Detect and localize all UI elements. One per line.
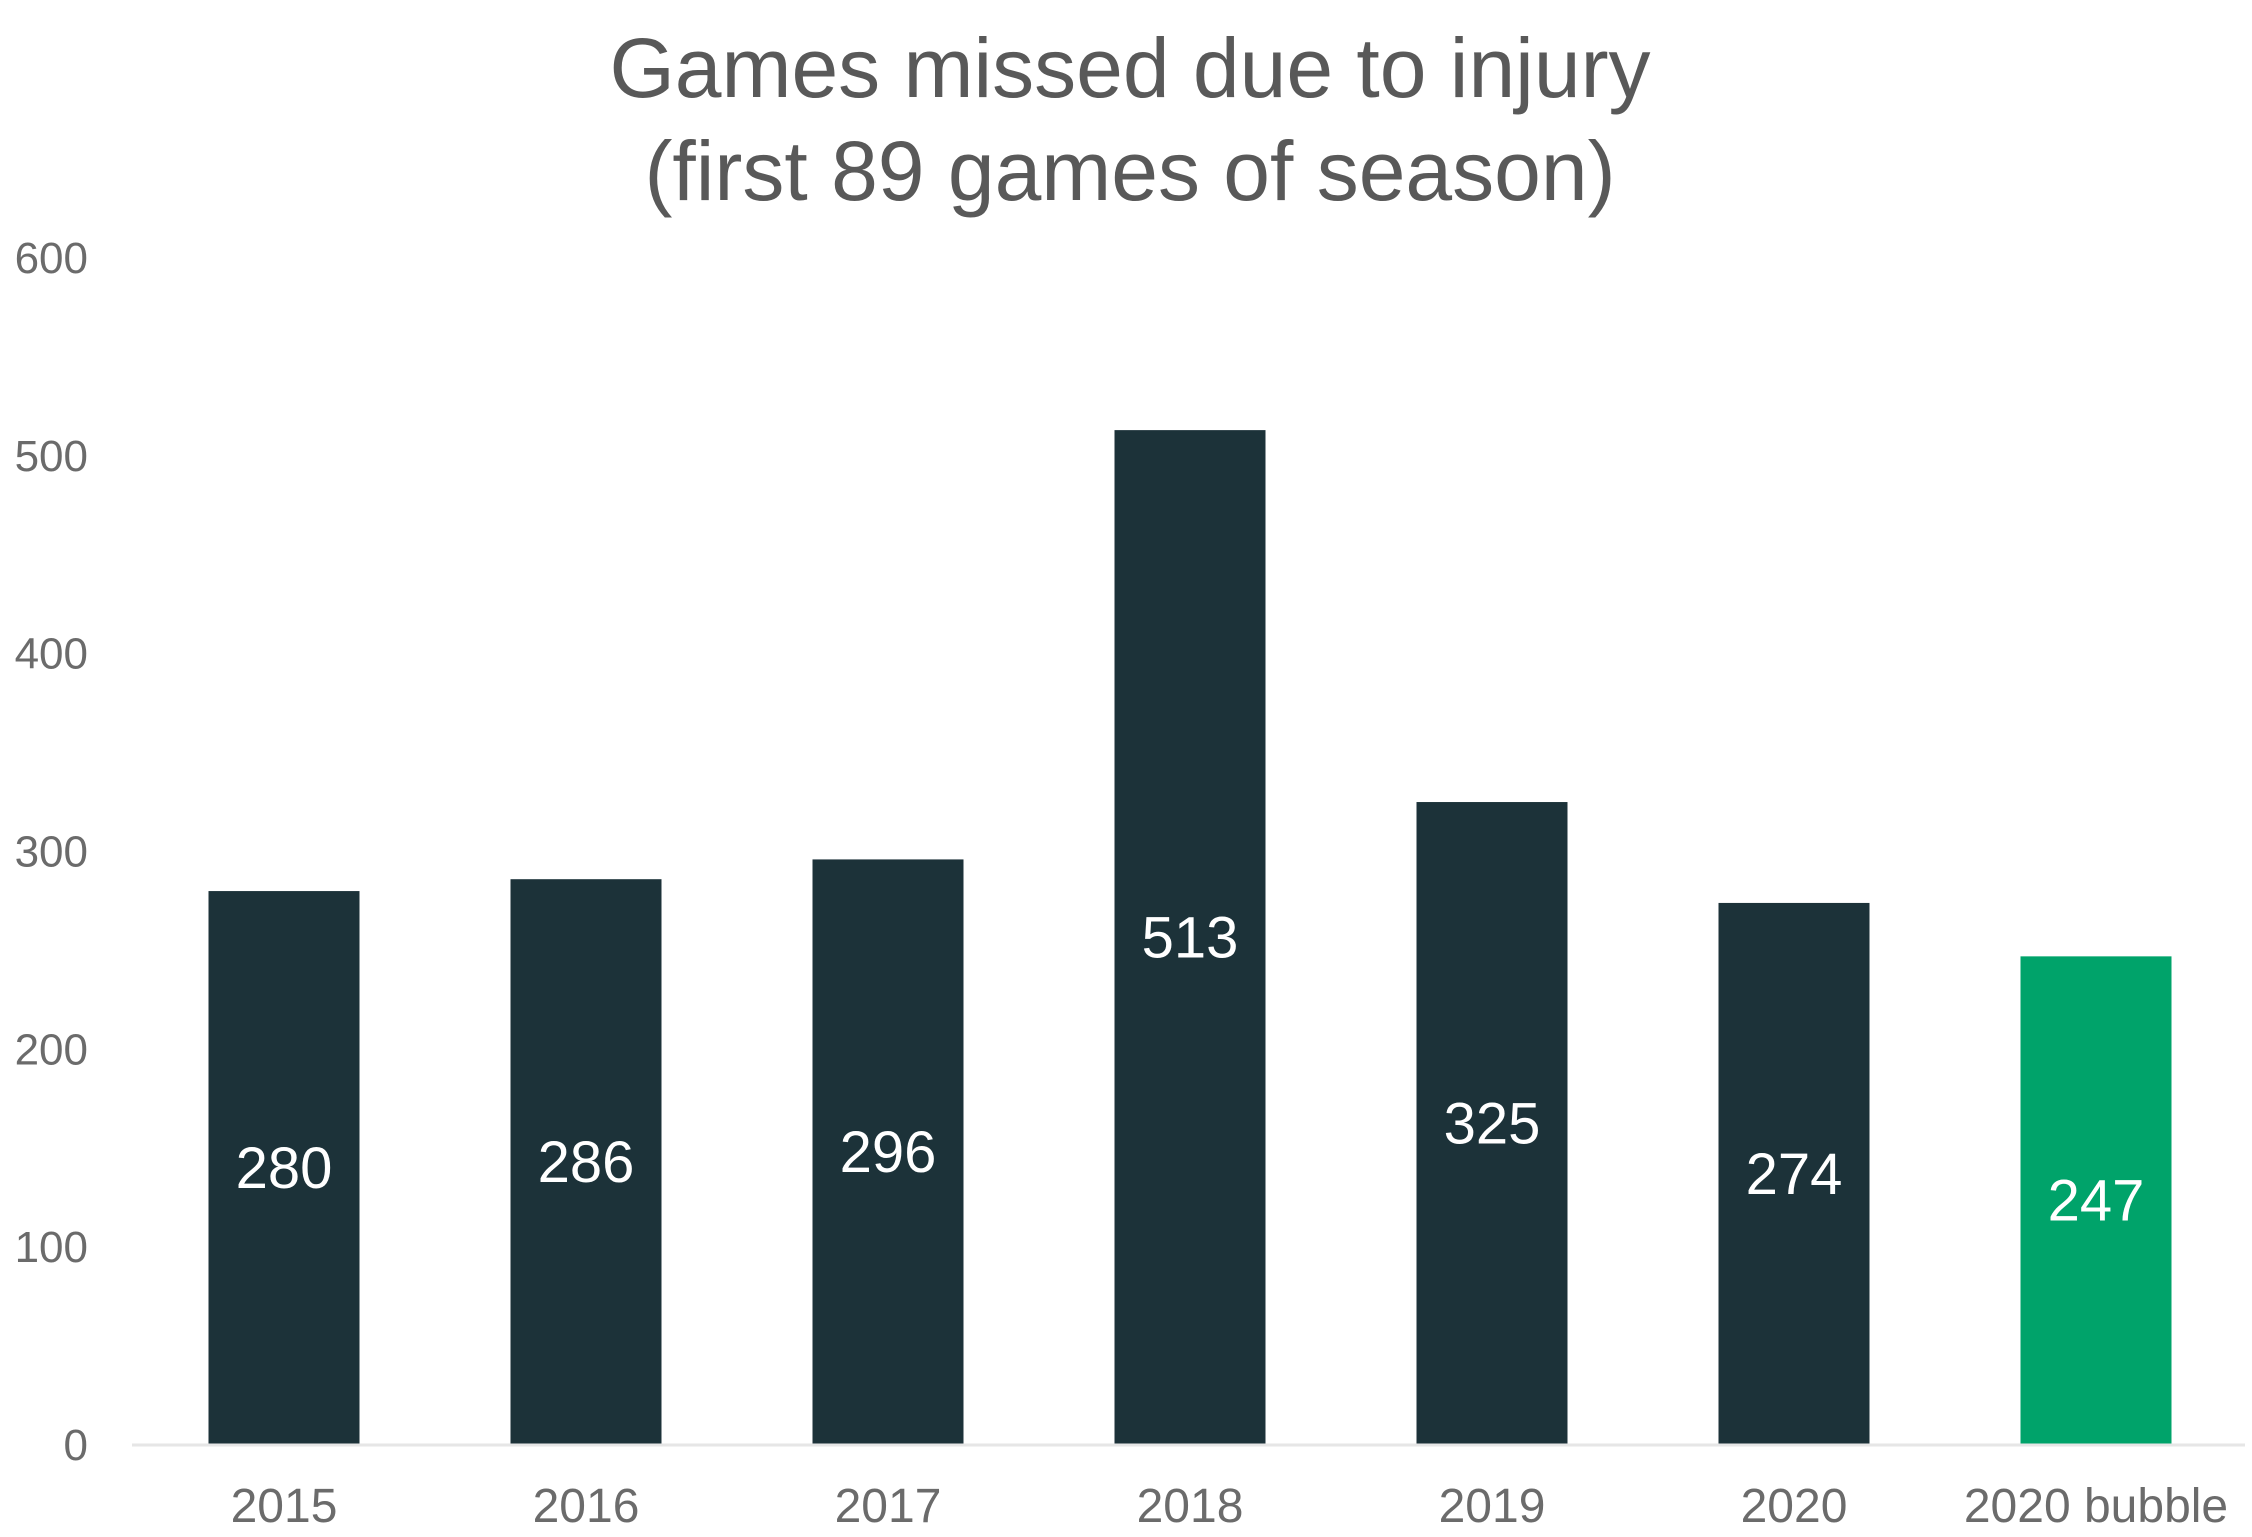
bar <box>1718 902 1870 1445</box>
y-tick-label: 200 <box>15 1025 88 1074</box>
x-tick-label: 2020 <box>1741 1480 1848 1533</box>
y-tick-label: 600 <box>15 234 88 283</box>
x-tick-label: 2017 <box>835 1480 942 1533</box>
x-tick-label: 2018 <box>1137 1480 1244 1533</box>
data-labels: 280 286 296 513 325 274 247 <box>236 906 2145 1234</box>
bar <box>510 879 662 1445</box>
bar-data-label: 286 <box>538 1130 635 1195</box>
bar-data-label: 280 <box>236 1136 333 1201</box>
y-tick-label: 100 <box>15 1223 88 1272</box>
bar-data-label: 247 <box>2048 1169 2145 1234</box>
x-axis: 2015 2016 2017 2018 2019 2020 2020 bubble <box>231 1480 2229 1533</box>
y-tick-label: 300 <box>15 828 88 877</box>
x-tick-label: 2015 <box>231 1480 338 1533</box>
y-axis: 0 100 200 300 400 500 600 <box>15 234 88 1470</box>
chart-title: Games missed due to injury (first 89 gam… <box>609 21 1650 218</box>
x-tick-label: 2020 bubble <box>1964 1480 2228 1533</box>
y-tick-label: 400 <box>15 630 88 679</box>
bar-data-label: 325 <box>1444 1092 1541 1157</box>
bar <box>1114 430 1266 1445</box>
bar <box>812 859 964 1445</box>
y-tick-label: 500 <box>15 432 88 481</box>
y-tick-label: 0 <box>64 1421 88 1470</box>
bar-data-label: 274 <box>1746 1142 1843 1207</box>
chart-title-line-2: (first 89 games of season) <box>644 124 1615 218</box>
bar <box>208 891 360 1445</box>
x-tick-label: 2016 <box>533 1480 640 1533</box>
bar <box>2020 956 2172 1445</box>
bar-data-label: 513 <box>1142 906 1239 971</box>
chart-title-line-1: Games missed due to injury <box>609 21 1650 115</box>
bar-data-label: 296 <box>840 1120 937 1185</box>
bar <box>1416 802 1568 1445</box>
bars <box>208 430 2172 1445</box>
x-tick-label: 2019 <box>1439 1480 1546 1533</box>
